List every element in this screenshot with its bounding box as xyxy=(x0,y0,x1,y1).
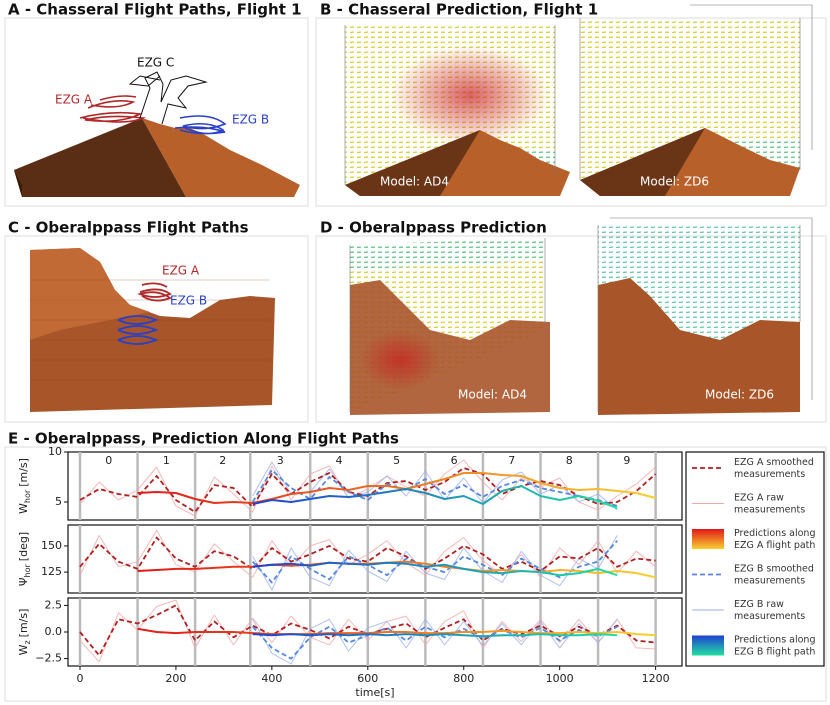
legend-swatch xyxy=(692,529,724,549)
legend-line: EZG A smoothed xyxy=(734,457,814,468)
series-line xyxy=(79,529,656,578)
segment-label: 8 xyxy=(566,454,573,467)
legend-line: EZG B raw xyxy=(734,599,784,610)
plot-frame xyxy=(67,451,683,521)
series-line xyxy=(252,561,618,577)
panel-title: D - Oberalppass Prediction xyxy=(320,219,547,237)
y-label-unit: [m/s] xyxy=(17,458,30,487)
y-axis-label: Wz [m/s] xyxy=(17,609,32,656)
y-label-subscript: hor xyxy=(23,489,32,503)
legend-label: Predictions along EZG B flight path xyxy=(734,634,816,657)
x-axis-label: time[s] xyxy=(355,686,394,699)
model-label: Model: ZD6 xyxy=(640,175,709,189)
segment-label: 3 xyxy=(277,454,284,467)
y-label-unit: [deg] xyxy=(17,532,30,561)
legend-line: EZG A flight path xyxy=(734,540,815,551)
y-tick-label: −2.5 xyxy=(35,652,62,665)
segment-label: 0 xyxy=(105,454,112,467)
y-tick-label: 150 xyxy=(41,539,62,552)
y-label-subscript: hor xyxy=(23,563,32,577)
segment-label: 4 xyxy=(336,454,343,467)
series-line xyxy=(251,469,618,507)
series-line xyxy=(252,485,618,509)
legend-line: Predictions along xyxy=(734,528,816,539)
y-axis-label: Whor [m/s] xyxy=(17,458,32,514)
model-label: Model: ZD6 xyxy=(705,388,774,402)
model-label: Model: AD4 xyxy=(380,175,449,189)
legend-label: EZG B raw measurements xyxy=(734,599,805,622)
y-label-symbol: W xyxy=(17,644,30,655)
legend-label: EZG A smoothed measurements xyxy=(734,457,814,480)
segment-label: 9 xyxy=(623,454,630,467)
panel-title: C - Oberalppass Flight Paths xyxy=(8,219,249,237)
path-label: EZG B xyxy=(232,113,269,127)
x-tick-label: 1200 xyxy=(642,672,670,685)
series-line xyxy=(137,560,656,579)
panel-title: E - Oberalppass, Prediction Along Flight… xyxy=(8,430,399,448)
legend-line: EZG B flight path xyxy=(734,646,815,657)
legend-line: Predictions along xyxy=(734,634,816,645)
legend-frame xyxy=(685,451,825,667)
segment-label: 7 xyxy=(508,454,515,467)
y-tick-label: 0.0 xyxy=(45,625,63,638)
series-line xyxy=(79,599,656,663)
vector-field-b2 xyxy=(579,4,813,196)
y-label-unit: [m/s] xyxy=(17,609,30,638)
y-label-symbol: W xyxy=(17,503,30,514)
x-tick-label: 1000 xyxy=(546,672,574,685)
vector-field-b1 xyxy=(344,25,570,196)
series-line xyxy=(137,472,656,504)
x-tick-label: 600 xyxy=(357,672,378,685)
path-label: EZG A xyxy=(55,93,93,107)
flight-paths-a xyxy=(79,71,227,135)
terrain-a xyxy=(14,118,300,197)
segment-label: 5 xyxy=(393,454,400,467)
series-line xyxy=(252,540,618,584)
segment-label: 1 xyxy=(163,454,170,467)
path-label: EZG A xyxy=(162,264,200,278)
y-tick-label: 2.5 xyxy=(45,598,63,611)
path-label: EZG C xyxy=(137,56,174,70)
path-label: EZG B xyxy=(170,294,207,308)
x-tick-label: 800 xyxy=(453,672,474,685)
series-line xyxy=(137,627,656,637)
series-line xyxy=(79,604,656,657)
vector-field-d1 xyxy=(349,238,550,415)
y-tick-label: 5 xyxy=(55,495,62,508)
legend-line: measurements xyxy=(734,611,805,622)
y-label-symbol: Ψ xyxy=(17,577,30,586)
legend-line: measurements xyxy=(734,469,805,480)
series-line xyxy=(79,459,656,517)
y-tick-label: 10 xyxy=(48,445,62,458)
y-tick-label: 125 xyxy=(41,565,62,578)
panel-title: B - Chasseral Prediction, Flight 1 xyxy=(320,1,598,19)
x-tick-label: 400 xyxy=(261,672,282,685)
panel-title: A - Chasseral Flight Paths, Flight 1 xyxy=(8,1,302,19)
vector-field-d2 xyxy=(597,217,813,415)
series-line xyxy=(252,633,618,638)
segment-label: 2 xyxy=(219,454,226,467)
x-tick-label: 200 xyxy=(165,672,186,685)
flight-paths-c xyxy=(117,282,172,345)
segment-label: 6 xyxy=(451,454,458,467)
model-label: Model: AD4 xyxy=(458,388,527,402)
legend-line: EZG B smoothed xyxy=(734,563,814,574)
y-label-subscript: z xyxy=(23,640,32,644)
legend-label: EZG B smoothed measurements xyxy=(734,563,814,586)
legend-label: EZG A raw measurements xyxy=(734,492,805,515)
legend-line: EZG A raw xyxy=(734,492,784,503)
series-line xyxy=(252,535,618,591)
legend-line: measurements xyxy=(734,504,805,515)
y-axis-label: Ψhor [deg] xyxy=(17,532,32,586)
terrain-c xyxy=(30,248,275,412)
x-tick-label: 0 xyxy=(76,672,83,685)
plot-frame xyxy=(67,524,683,594)
legend-swatch xyxy=(692,635,724,656)
legend-label: Predictions along EZG A flight path xyxy=(734,528,816,551)
legend-line: measurements xyxy=(734,575,805,586)
